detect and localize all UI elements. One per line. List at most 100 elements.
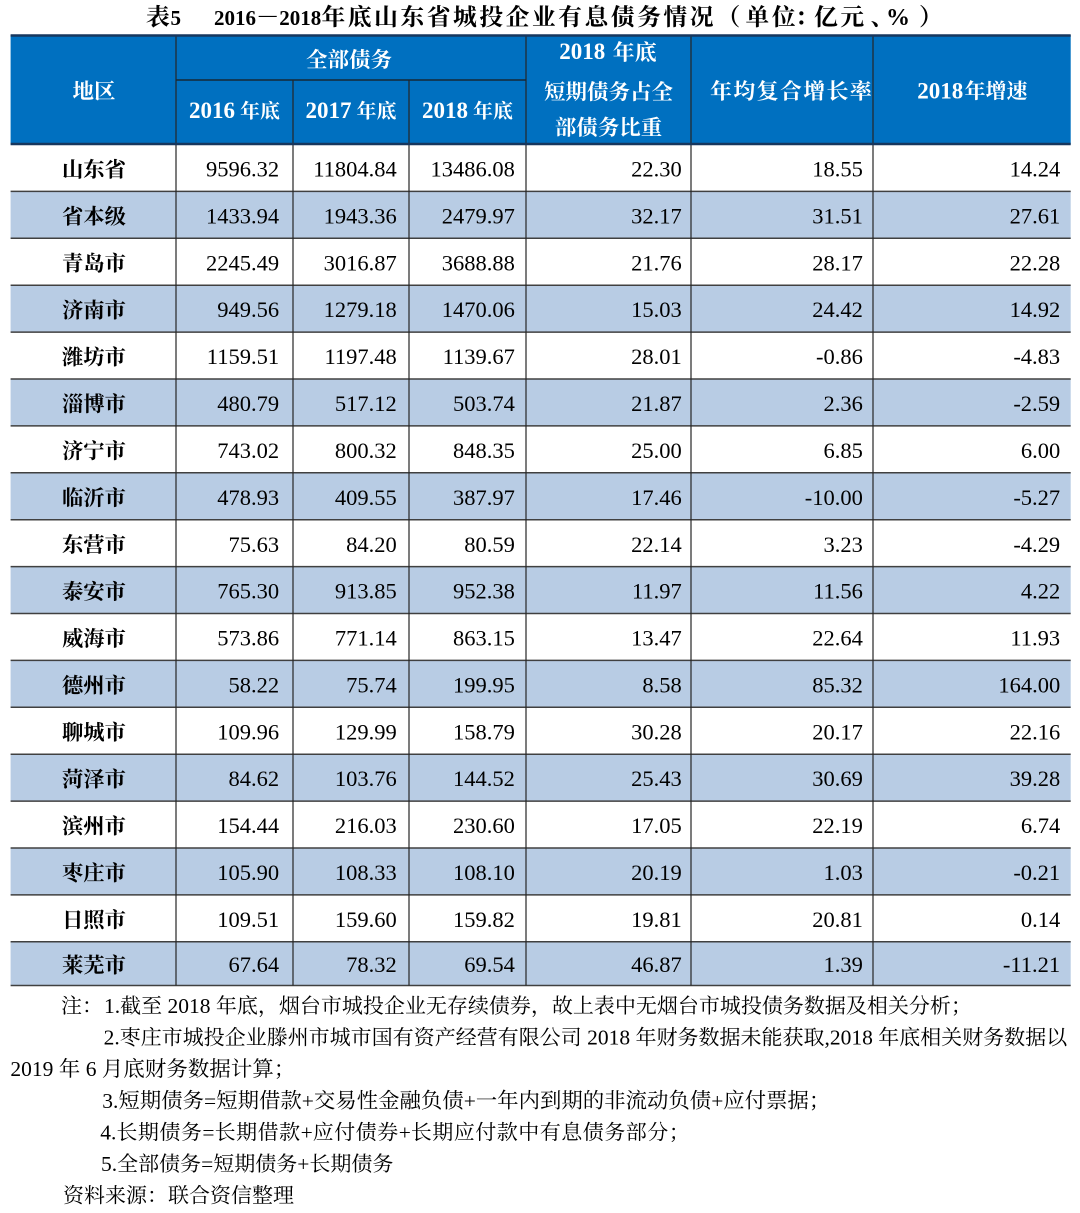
svg-text:5: 5 — [171, 6, 182, 30]
svg-text:28.17: 28.17 — [812, 250, 863, 275]
svg-text:19.81: 19.81 — [631, 907, 682, 932]
svg-text:17.05: 17.05 — [631, 813, 682, 838]
svg-text:109.96: 109.96 — [217, 719, 279, 744]
svg-text:11.97: 11.97 — [632, 579, 682, 604]
svg-text:105.90: 105.90 — [217, 860, 279, 885]
svg-text:2.36: 2.36 — [824, 391, 863, 416]
svg-text:1.: 1. — [104, 994, 120, 1018]
svg-text:129.99: 129.99 — [335, 719, 397, 744]
svg-text:517.12: 517.12 — [335, 391, 397, 416]
svg-text:22.64: 22.64 — [812, 626, 863, 651]
svg-text:58.22: 58.22 — [228, 672, 279, 697]
svg-text:573.86: 573.86 — [217, 626, 279, 651]
svg-text:109.51: 109.51 — [217, 907, 279, 932]
svg-text:800.32: 800.32 — [335, 438, 397, 463]
svg-text:11.93: 11.93 — [1010, 626, 1060, 651]
svg-text:20.81: 20.81 — [812, 907, 863, 932]
svg-text:154.44: 154.44 — [217, 813, 279, 838]
svg-text:216.03: 216.03 — [335, 813, 397, 838]
svg-text:952.38: 952.38 — [453, 579, 515, 604]
svg-text:2018: 2018 — [279, 6, 321, 30]
svg-text:230.60: 230.60 — [453, 813, 515, 838]
svg-text:32.17: 32.17 — [631, 204, 682, 229]
svg-text:387.97: 387.97 — [453, 485, 515, 510]
svg-text:+: + — [399, 1120, 411, 1144]
svg-text:+: + — [302, 1089, 314, 1113]
svg-text:75.63: 75.63 — [228, 532, 279, 557]
svg-text:14.92: 14.92 — [1010, 297, 1061, 322]
svg-text:-0.21: -0.21 — [1013, 860, 1060, 885]
svg-text:25.43: 25.43 — [631, 766, 682, 791]
svg-text:14.24: 14.24 — [1010, 157, 1061, 182]
svg-text:-0.86: -0.86 — [816, 344, 863, 369]
svg-text:21.87: 21.87 — [631, 391, 682, 416]
svg-text:30.28: 30.28 — [631, 719, 682, 744]
svg-text:409.55: 409.55 — [335, 485, 397, 510]
svg-text:765.30: 765.30 — [217, 579, 279, 604]
svg-text:-5.27: -5.27 — [1013, 485, 1060, 510]
svg-text:1.39: 1.39 — [824, 952, 863, 977]
svg-text:1470.06: 1470.06 — [442, 297, 515, 322]
svg-text:69.54: 69.54 — [464, 952, 515, 977]
svg-text:164.00: 164.00 — [998, 672, 1060, 697]
svg-text:1279.18: 1279.18 — [324, 297, 397, 322]
svg-text:2479.97: 2479.97 — [442, 204, 515, 229]
svg-text:2018: 2018 — [168, 994, 211, 1018]
svg-text:24.42: 24.42 — [812, 297, 863, 322]
svg-text:1159.51: 1159.51 — [207, 344, 279, 369]
svg-text:-2.59: -2.59 — [1013, 391, 1060, 416]
svg-text:84.20: 84.20 — [346, 532, 397, 557]
svg-text:+: + — [711, 1089, 723, 1113]
svg-text:80.59: 80.59 — [464, 532, 515, 557]
svg-text:913.85: 913.85 — [335, 579, 397, 604]
svg-text:949.56: 949.56 — [217, 297, 279, 322]
svg-text:2017: 2017 — [306, 98, 352, 123]
svg-text:848.35: 848.35 — [453, 438, 515, 463]
svg-text:11.56: 11.56 — [813, 579, 863, 604]
svg-text:-4.29: -4.29 — [1013, 532, 1060, 557]
svg-text:6.85: 6.85 — [824, 438, 863, 463]
svg-text:=: = — [204, 1089, 216, 1113]
svg-text:108.33: 108.33 — [335, 860, 397, 885]
svg-text:3.23: 3.23 — [824, 532, 863, 557]
svg-text:480.79: 480.79 — [217, 391, 279, 416]
svg-text:103.76: 103.76 — [335, 766, 397, 791]
svg-text:108.10: 108.10 — [453, 860, 515, 885]
svg-text:22.16: 22.16 — [1010, 719, 1061, 744]
svg-text:4.22: 4.22 — [1021, 579, 1060, 604]
svg-text:-11.21: -11.21 — [1003, 952, 1060, 977]
svg-text:13486.08: 13486.08 — [431, 157, 515, 182]
svg-text:21.76: 21.76 — [631, 250, 682, 275]
svg-text:84.62: 84.62 — [228, 766, 279, 791]
svg-text:6.74: 6.74 — [1021, 813, 1060, 838]
svg-text:67.64: 67.64 — [228, 952, 279, 977]
svg-text:1433.94: 1433.94 — [206, 204, 279, 229]
svg-text:=: = — [202, 1120, 214, 1144]
svg-text:743.02: 743.02 — [217, 438, 279, 463]
svg-text:1139.67: 1139.67 — [443, 344, 515, 369]
svg-text:22.14: 22.14 — [631, 532, 682, 557]
svg-text:144.52: 144.52 — [453, 766, 515, 791]
svg-text:503.74: 503.74 — [453, 391, 515, 416]
svg-text:18.55: 18.55 — [812, 157, 863, 182]
svg-text:-10.00: -10.00 — [805, 485, 863, 510]
svg-text:31.51: 31.51 — [812, 204, 863, 229]
svg-text:%: % — [886, 5, 910, 31]
svg-text:158.79: 158.79 — [453, 719, 515, 744]
svg-text:27.61: 27.61 — [1010, 204, 1061, 229]
svg-text:78.32: 78.32 — [346, 952, 397, 977]
svg-text:20.19: 20.19 — [631, 860, 682, 885]
svg-text:85.32: 85.32 — [812, 672, 863, 697]
svg-text:9596.32: 9596.32 — [206, 157, 279, 182]
svg-text:5.: 5. — [101, 1152, 117, 1176]
svg-text:2245.49: 2245.49 — [206, 250, 279, 275]
svg-text:0.14: 0.14 — [1021, 907, 1060, 932]
svg-text:1.03: 1.03 — [824, 860, 863, 885]
svg-text:2.: 2. — [104, 1026, 120, 1050]
svg-text:2018: 2018 — [587, 1026, 630, 1050]
svg-text:199.95: 199.95 — [453, 672, 515, 697]
svg-text:159.60: 159.60 — [335, 907, 397, 932]
svg-text:2016: 2016 — [214, 6, 256, 30]
svg-text:28.01: 28.01 — [631, 344, 682, 369]
svg-text:-4.83: -4.83 — [1013, 344, 1060, 369]
